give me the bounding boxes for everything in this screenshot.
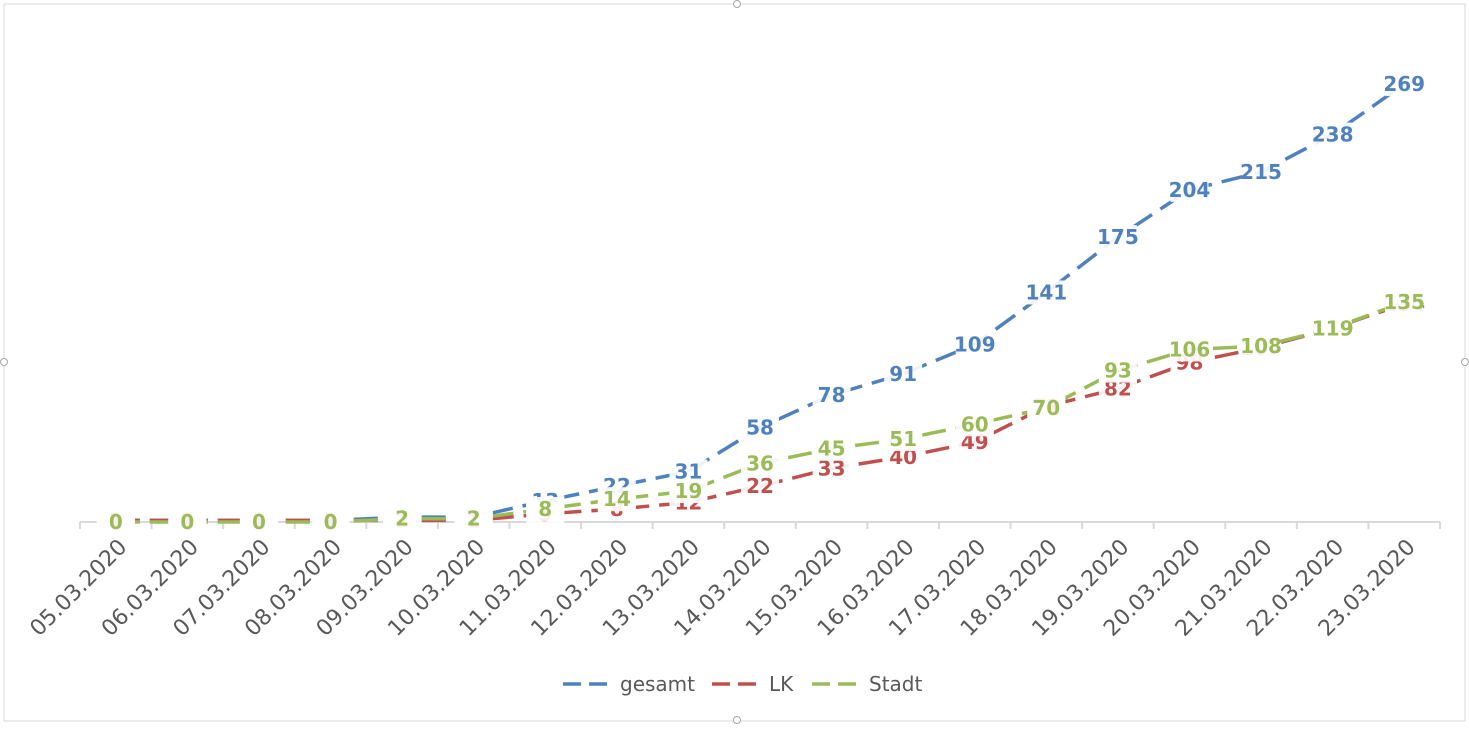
data-label-background bbox=[168, 510, 207, 534]
data-label-stadt: 14 bbox=[603, 487, 631, 511]
data-label-background bbox=[1027, 396, 1066, 421]
data-label-background bbox=[96, 510, 135, 534]
resize-handle-left[interactable] bbox=[0, 358, 8, 366]
plot-area-border bbox=[3, 3, 1466, 722]
data-label-stadt: 2 bbox=[395, 507, 409, 531]
data-label-background bbox=[812, 436, 851, 461]
data-label-stadt: 0 bbox=[252, 510, 266, 534]
data-label-stadt: 19 bbox=[674, 479, 702, 503]
data-label-background bbox=[1027, 280, 1066, 305]
data-label-background bbox=[1313, 122, 1352, 147]
resize-handle-bottom[interactable] bbox=[733, 716, 741, 724]
data-label-stadt: 0 bbox=[324, 510, 338, 534]
data-label-stadt: 2 bbox=[467, 507, 481, 531]
data-label-stadt: 0 bbox=[180, 510, 194, 534]
data-label-background bbox=[955, 332, 994, 357]
data-label-background bbox=[741, 474, 779, 499]
data-label-gesamt: 238 bbox=[1312, 123, 1354, 147]
data-label-gesamt: 78 bbox=[818, 383, 846, 407]
data-label-stadt: 106 bbox=[1169, 337, 1211, 361]
data-label-background bbox=[1242, 159, 1281, 184]
data-label-stadt: 70 bbox=[1032, 396, 1060, 420]
legend-label-gesamt: gesamt bbox=[620, 672, 695, 696]
legend-label-lk: LK bbox=[769, 672, 794, 696]
data-labels: 1111331322315878911091411752042152382691… bbox=[96, 72, 1425, 534]
resize-handle-right[interactable] bbox=[1461, 358, 1469, 366]
data-label-background bbox=[1385, 290, 1424, 315]
data-label-background bbox=[955, 412, 994, 437]
legend-label-stadt: Stadt bbox=[869, 672, 922, 696]
data-label-gesamt: 141 bbox=[1025, 280, 1067, 304]
data-label-lk: 22 bbox=[746, 474, 774, 498]
data-label-stadt: 8 bbox=[538, 497, 552, 521]
data-label-stadt: 45 bbox=[818, 437, 846, 461]
data-label-background bbox=[1170, 337, 1209, 362]
data-label-stadt: 93 bbox=[1104, 359, 1132, 383]
data-label-gesamt: 269 bbox=[1383, 72, 1425, 96]
data-label-background bbox=[1098, 358, 1137, 383]
data-label-background bbox=[812, 383, 851, 408]
data-label-stadt: 135 bbox=[1383, 290, 1425, 314]
data-label-stadt: 119 bbox=[1312, 316, 1354, 340]
data-label-gesamt: 175 bbox=[1097, 225, 1139, 249]
data-label-background bbox=[526, 496, 565, 521]
data-label-gesamt: 204 bbox=[1169, 178, 1211, 202]
data-label-background bbox=[239, 510, 278, 534]
data-label-background bbox=[311, 510, 350, 534]
data-label-stadt: 60 bbox=[961, 412, 989, 436]
data-label-background bbox=[741, 451, 779, 476]
data-label-background bbox=[884, 361, 923, 386]
data-label-stadt: 108 bbox=[1240, 334, 1282, 358]
data-label-gesamt: 91 bbox=[889, 362, 917, 386]
resize-handle-top[interactable] bbox=[733, 0, 741, 8]
data-label-background bbox=[597, 487, 636, 512]
data-label-gesamt: 58 bbox=[746, 416, 774, 440]
data-label-stadt: 36 bbox=[746, 451, 774, 475]
data-label-gesamt: 215 bbox=[1240, 160, 1282, 184]
data-label-background bbox=[1313, 316, 1352, 341]
data-label-stadt: 51 bbox=[889, 427, 917, 451]
data-label-background bbox=[741, 415, 779, 440]
data-label-background bbox=[1385, 72, 1424, 97]
data-label-background bbox=[383, 506, 422, 531]
data-label-background bbox=[454, 506, 493, 531]
data-label-background bbox=[669, 479, 708, 504]
data-label-background bbox=[1098, 225, 1137, 250]
data-label-stadt: 0 bbox=[109, 510, 123, 534]
data-label-gesamt: 109 bbox=[954, 333, 996, 357]
data-label-background bbox=[884, 426, 923, 451]
data-label-background bbox=[1170, 177, 1209, 202]
legend: gesamt LK Stadt bbox=[563, 672, 922, 696]
data-label-background bbox=[1242, 334, 1281, 359]
